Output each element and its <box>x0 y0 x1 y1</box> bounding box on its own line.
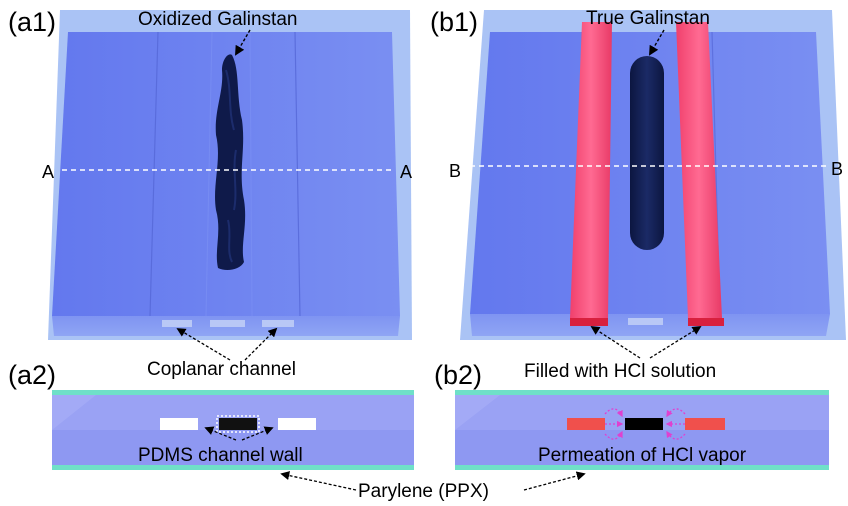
parylene-bottom-layer <box>52 465 414 470</box>
hcl-section-right <box>685 418 725 430</box>
oxidized-galinstan-section <box>219 418 257 430</box>
true-galinstan-bar <box>630 56 664 250</box>
true-galinstan-section <box>625 418 663 430</box>
section-label-a-right: A <box>400 162 412 182</box>
section-label-b-right: B <box>831 159 843 179</box>
channel-opening-right <box>278 418 316 430</box>
parylene-top-layer <box>455 390 829 395</box>
section-label-b-left: B <box>449 161 461 181</box>
label-permeation-hcl-vapor: Permeation of HCl vapor <box>538 445 747 466</box>
panel-tag-b2: (b2) <box>434 360 482 390</box>
label-parylene: Parylene (PPX) <box>358 481 489 502</box>
vapor-arrows <box>604 408 686 440</box>
panel-a2: (a2) PDMS channel wall <box>8 360 414 470</box>
panel-tag-a2: (a2) <box>8 360 56 390</box>
panel-b1: B B True Galinstan (b1) <box>430 7 846 340</box>
panel-a1: A A Oxidized Galinstan (a1) <box>8 7 412 340</box>
panel-b2: (b2) Permeation of HCl vapor <box>434 360 829 470</box>
panel-tag-b1: (b1) <box>430 7 478 37</box>
hcl-section-left <box>567 418 605 430</box>
oxidized-galinstan-blob <box>215 54 246 270</box>
label-pdms-channel-wall: PDMS channel wall <box>138 445 303 466</box>
callout-oxidized-galinstan: Oxidized Galinstan <box>138 9 297 30</box>
hcl-channel-left <box>570 22 612 318</box>
label-filled-hcl: Filled with HCl solution <box>524 361 716 382</box>
label-coplanar-channel: Coplanar channel <box>147 359 296 380</box>
section-label-a-left: A <box>42 162 54 182</box>
channel-opening-left <box>160 418 198 430</box>
callout-true-galinstan: True Galinstan <box>586 8 710 29</box>
parylene-bottom-layer <box>455 465 829 470</box>
parylene-top-layer <box>52 390 414 395</box>
panel-tag-a1: (a1) <box>8 7 56 37</box>
hcl-channel-right <box>676 22 722 318</box>
